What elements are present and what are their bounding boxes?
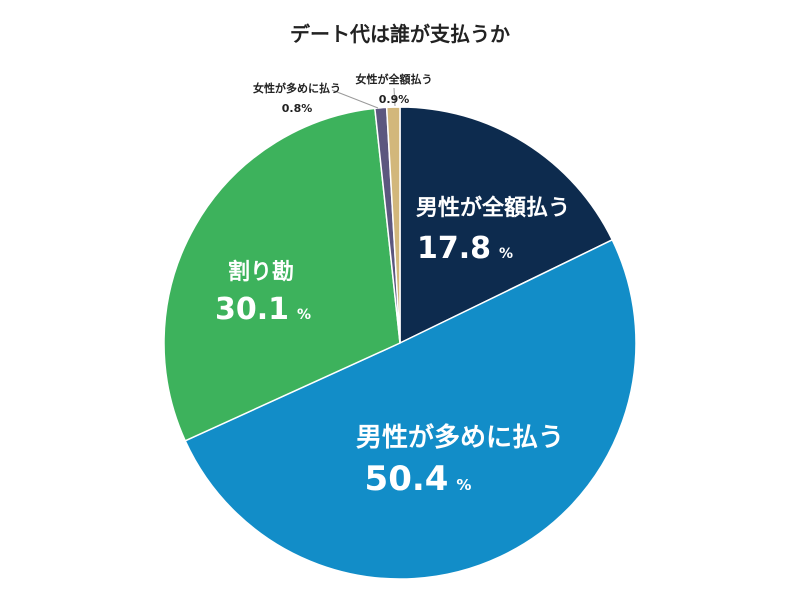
slice-labels: 男性が全額払う 17.8 % 男性が多めに払う 50.4 % 割り勘 30.1 % 女性が多めに払…: [215, 72, 570, 499]
slice-label-name: 割り勘: [228, 259, 294, 285]
slice-1: [399, 106, 614, 345]
chart-title: デート代は誰が支払うか: [290, 22, 510, 46]
slice-label-value: 0.9%: [379, 93, 410, 106]
slice-label-value: 30.1%: [215, 292, 311, 327]
slice-label-name: 女性が全額払う: [356, 72, 433, 86]
slice-2: [184, 238, 637, 580]
slice-label-value: 50.4%: [365, 459, 472, 499]
leader-lines: [331, 87, 396, 109]
slice-label-name: 女性が多めに払う: [253, 81, 341, 95]
leader-line: [393, 87, 396, 107]
slice-label-value: 0.8%: [282, 102, 313, 115]
slice-3: [163, 107, 401, 442]
slice-label-name: 男性が多めに払う: [356, 422, 564, 453]
slice-5: [385, 106, 401, 344]
slice-label-value: 17.8%: [417, 231, 513, 266]
leader-line: [331, 89, 379, 109]
slice-label-name: 男性が全額払う: [416, 195, 570, 221]
pie-slices: [163, 106, 637, 580]
